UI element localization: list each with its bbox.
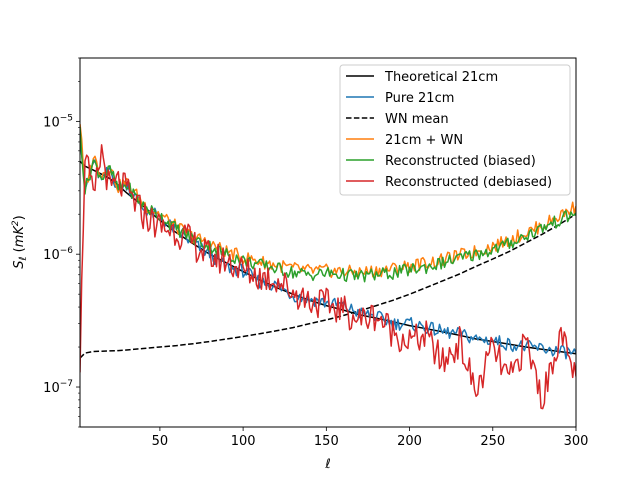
y-tick-label: 10−5 (43, 113, 73, 130)
legend-label-wn-mean: WN mean (385, 112, 449, 127)
x-tick-label: 250 (480, 434, 505, 449)
legend-label-reconstructed-biased: Reconstructed (biased) (385, 154, 536, 169)
y-label-symbol: S (12, 260, 27, 268)
series-layer (80, 124, 576, 410)
y-tick-label: 10−7 (43, 379, 73, 396)
y-label-subscript: ℓ (18, 256, 29, 260)
legend: Theoretical 21cm Pure 21cm WN mean 21cm + W… (339, 64, 571, 196)
axis-ticks: 50 100 150 200 250 300 10−7 10−6 10−5 (43, 57, 589, 449)
x-tick-label: 200 (397, 434, 422, 449)
y-label-unit: mK (12, 225, 27, 248)
x-tick-label: 150 (314, 434, 339, 449)
x-axis-label: ℓ (324, 457, 330, 472)
y-label-unit-open: ( (12, 247, 27, 252)
legend-box (339, 64, 571, 196)
y-label-unit-exponent: 2 (11, 220, 21, 226)
legend-label-reconstructed-debiased: Reconstructed (debiased) (385, 175, 552, 190)
plot-frame (79, 57, 577, 428)
y-label-unit-close: ) (12, 215, 27, 220)
x-tick-label: 300 (564, 434, 589, 449)
legend-label-21cm-wn: 21cm + WN (385, 133, 463, 148)
y-axis-label: Sℓ (mK2) (11, 215, 29, 269)
x-tick-label: 50 (152, 434, 169, 449)
series-line-reconstructed-debiased (80, 144, 576, 410)
x-tick-label: 100 (231, 434, 256, 449)
series-line-wn-mean (80, 213, 576, 359)
y-tick-label: 10−6 (43, 246, 73, 263)
legend-label-pure-21cm: Pure 21cm (385, 91, 454, 106)
legend-label-theoretical-21cm: Theoretical 21cm (384, 70, 498, 85)
